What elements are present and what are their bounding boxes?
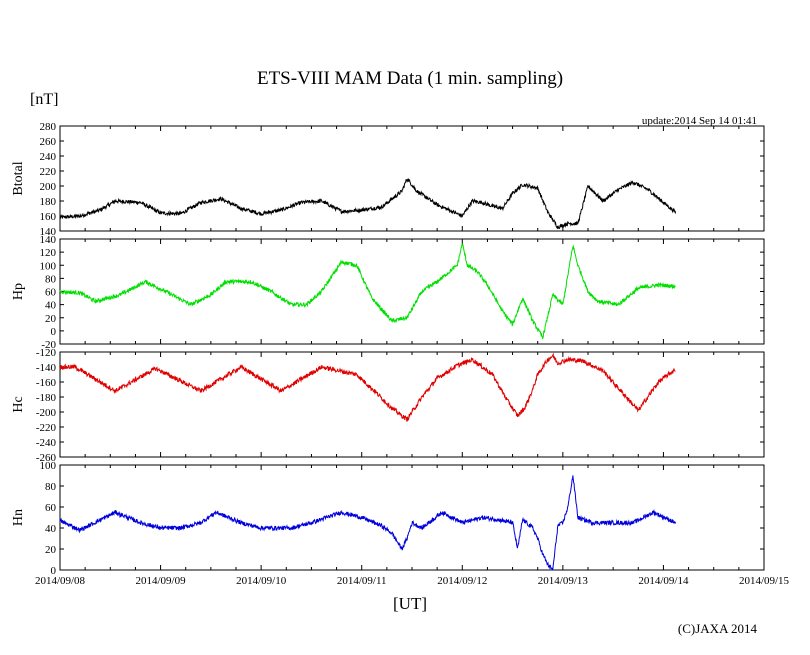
y-tick-label: 200 — [40, 181, 57, 193]
y-tick-label: -140 — [36, 362, 57, 374]
update-timestamp: update:2014 Sep 14 01:41 — [642, 115, 757, 127]
panel-btotal: 140 160 180 200 220 240 260 280 Btotal — [11, 121, 765, 238]
x-tick-label: 2014/09/14 — [638, 575, 689, 587]
x-tick-label: 2014/09/10 — [236, 575, 287, 587]
panel-label: Hp — [11, 283, 26, 300]
y-tick-label: -240 — [36, 437, 57, 449]
panel-label: Btotal — [11, 161, 26, 195]
y-tick-label: 40 — [45, 300, 57, 312]
y-tick-label: 60 — [45, 287, 57, 299]
x-tick-label: 2014/09/08 — [35, 575, 86, 587]
y-tick-label: 180 — [40, 196, 57, 208]
credit-text: (C)JAXA 2014 — [678, 621, 758, 636]
y-tick-label: 40 — [45, 523, 57, 535]
y-tick-label: -220 — [36, 422, 57, 434]
chart-title: ETS-VIII MAM Data (1 min. sampling) — [257, 68, 563, 89]
y-tick-label: 20 — [45, 544, 57, 556]
y-tick-label: -200 — [36, 407, 57, 419]
y-tick-label: 120 — [40, 247, 57, 259]
y-tick-label: 0 — [51, 326, 57, 338]
y-tick-label: 60 — [45, 502, 57, 514]
y-tick-label: 20 — [45, 313, 57, 325]
y-tick-label: 80 — [45, 273, 57, 285]
y-tick-label: 140 — [40, 226, 57, 238]
y-tick-label: 80 — [45, 481, 57, 493]
x-tick-label: 2014/09/13 — [538, 575, 589, 587]
y-tick-label: 140 — [40, 234, 57, 246]
panel-hc: -260 -240 -220 -200 -180 -160 -140 -120 Hc — [11, 347, 765, 464]
y-tick-label: 240 — [40, 151, 57, 163]
series-line-btotal — [59, 178, 676, 230]
x-tick-label: 2014/09/15 — [739, 575, 790, 587]
series-line-hn — [59, 475, 676, 571]
y-tick-label: -120 — [36, 347, 57, 359]
y-tick-label: 100 — [40, 460, 57, 472]
panel-hn: 0 20 40 60 80 100 Hn — [11, 460, 765, 577]
series-line-hp — [59, 242, 676, 340]
plot-panels: 140160180200220240260280Btotal-200204060… — [11, 121, 790, 587]
series-line-hc — [59, 352, 676, 422]
y-tick-label: -180 — [36, 392, 57, 404]
panel-label: Hc — [11, 396, 26, 412]
y-tick-label: -20 — [41, 339, 56, 351]
x-tick-label: 2014/09/12 — [437, 575, 487, 587]
y-tick-label: 160 — [40, 211, 57, 223]
y-tick-label: 0 — [51, 565, 57, 577]
y-tick-label: -160 — [36, 377, 57, 389]
x-tick-label: 2014/09/11 — [337, 575, 387, 587]
x-axis-label: [UT] — [393, 594, 427, 613]
y-tick-label: -260 — [36, 452, 57, 464]
y-tick-label: 280 — [40, 121, 57, 133]
x-tick-label: 2014/09/09 — [136, 575, 187, 587]
unit-label: [nT] — [30, 91, 58, 108]
y-tick-label: 260 — [40, 136, 57, 148]
panel-label: Hn — [11, 509, 26, 526]
y-tick-label: 220 — [40, 166, 57, 178]
panel-frame — [59, 351, 765, 458]
y-tick-label: 100 — [40, 260, 57, 272]
panel-frame — [59, 464, 765, 571]
